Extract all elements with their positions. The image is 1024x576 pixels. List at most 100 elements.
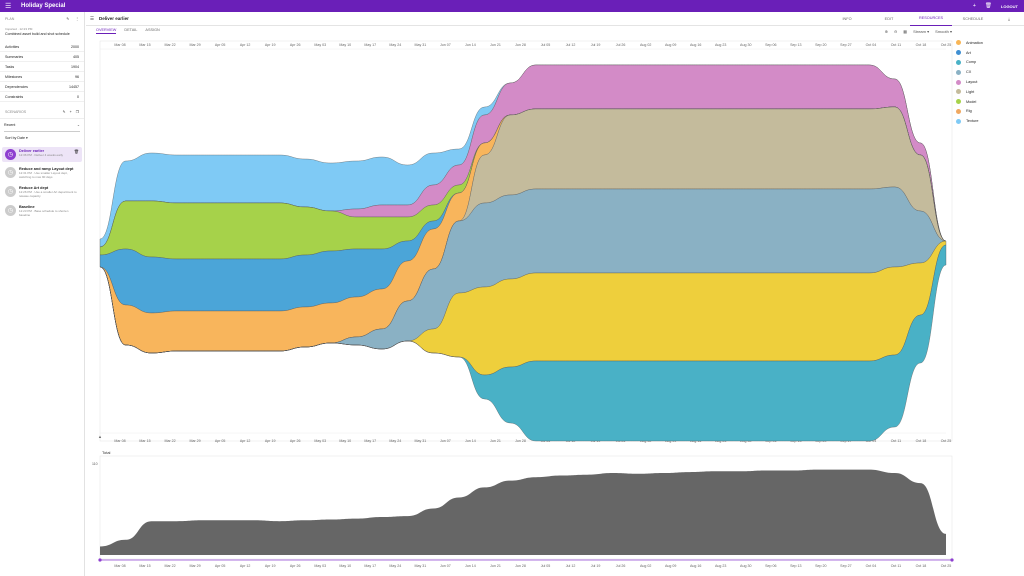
stat-label: Constraints — [5, 94, 24, 99]
stat-value: 405 — [73, 54, 79, 59]
calendar-icon[interactable]: ▦ — [903, 29, 908, 34]
subtabs: OVERVIEW DETAIL ASSIGN — [96, 28, 160, 34]
stat-value: 0 — [77, 94, 79, 99]
legend-swatch — [956, 69, 961, 75]
legend-item: Rig — [953, 107, 1021, 117]
legend-label: Comp — [966, 60, 977, 65]
legend-swatch — [956, 118, 961, 124]
scenarios-section-label: SCENARIOS — [5, 109, 27, 114]
legend-item: Texture — [953, 116, 1021, 126]
scenario-time: 12:26 PM — [19, 190, 32, 194]
stat-label: Activities — [5, 44, 20, 49]
stat-value: 1904 — [71, 64, 79, 69]
legend-label: CX — [966, 70, 972, 75]
chevron-down-icon[interactable]: ⌄ — [76, 123, 80, 127]
stat-label: Summaries — [5, 54, 24, 59]
scenario-item[interactable]: ◷ Reduce Art dept 12:26 PM · Use a small… — [2, 184, 82, 200]
legend-swatch — [956, 89, 961, 95]
legend-label: Art — [966, 50, 971, 55]
scenario-desc: Base schedule to shorten baseline — [19, 209, 69, 217]
scenario-filter[interactable]: Recent — [4, 123, 16, 127]
legend-swatch — [956, 40, 961, 46]
sort-select[interactable]: Sort by Date ▾ — [5, 136, 28, 140]
subtab-detail[interactable]: DETAIL — [124, 28, 138, 32]
scenario-item[interactable]: ◷ Reduce and ramp Layout dept 12:31 PM ·… — [2, 165, 82, 181]
scenario-name: Baseline — [19, 205, 35, 209]
legend-item: Animation — [953, 38, 1021, 48]
app-title: Holiday Special — [21, 3, 66, 9]
stat-value: 96 — [75, 74, 79, 79]
plan-name: Combined asset build and shot schedule — [5, 32, 70, 36]
legend: Animation Art Comp CX Layout Light Model… — [953, 38, 1021, 126]
plan-imported: Imported · 12:23 PM — [5, 26, 33, 31]
main-panel: ☰ Deliver earlier INFO EDIT RESOURCES SC… — [86, 12, 1024, 576]
scenario-item[interactable]: ◷ Baseline 12:23 PM · Base schedule to s… — [2, 203, 82, 219]
tab-edit[interactable]: EDIT — [884, 16, 894, 21]
scenario-name: Deliver earlier — [19, 149, 45, 153]
subtab-overview[interactable]: OVERVIEW — [96, 28, 117, 34]
scenario-item[interactable]: ◷ Deliver earlier 12:36 PM · Deliver 4 w… — [2, 147, 82, 162]
tab-schedule[interactable]: SCHEDULE — [962, 16, 984, 21]
stat-value: 2000 — [71, 44, 79, 49]
scenario-time: 12:23 PM — [19, 209, 32, 213]
legend-item: CX — [953, 67, 1021, 77]
clock-icon: ◷ — [5, 149, 16, 160]
clock-icon: ◷ — [5, 186, 16, 197]
clock-icon: ◷ — [5, 205, 16, 216]
app-bar: ☰ Holiday Special + 🗑 LOGOUT — [0, 0, 1024, 12]
view-mode-select[interactable]: Stream ▾ — [913, 29, 930, 34]
legend-label: Texture — [966, 119, 979, 124]
sidebar: PLAN ✎ ⋮ Imported · 12:23 PM Combined ass… — [0, 12, 85, 576]
subtab-assign[interactable]: ASSIGN — [145, 28, 160, 32]
tab-resources[interactable]: RESOURCES — [910, 12, 952, 26]
plan-stats: Activities 2000 Summaries 405 Tasks 1904 Mi… — [0, 42, 84, 102]
legend-label: Model — [966, 99, 977, 104]
copy-icon[interactable]: ❐ — [75, 109, 79, 114]
logout-button[interactable]: LOGOUT — [1000, 3, 1018, 9]
tab-info[interactable]: INFO — [842, 16, 852, 21]
scenario-name: Reduce Art dept — [19, 186, 49, 190]
scenario-name: Reduce and ramp Layout dept — [19, 167, 74, 171]
legend-item: Light — [953, 87, 1021, 97]
trash-icon[interactable]: 🗑 — [73, 149, 79, 154]
legend-item: Comp — [953, 58, 1021, 68]
stat-value: 14457 — [69, 84, 79, 89]
scenario-time: 12:36 PM — [19, 153, 32, 157]
smooth-select[interactable]: Smooth ▾ — [935, 29, 952, 34]
chart-toolbar: ⊕ ⊖ ▦ Stream ▾ Smooth ▾ — [885, 29, 952, 34]
scenario-list: ◷ Deliver earlier 12:36 PM · Deliver 4 w… — [0, 147, 84, 219]
zoom-in-icon[interactable]: ⊕ — [884, 29, 888, 34]
scenario-time: 12:31 PM — [19, 171, 32, 175]
legend-swatch — [956, 79, 961, 85]
legend-swatch — [956, 59, 961, 65]
legend-item: Art — [953, 48, 1021, 58]
legend-swatch — [956, 50, 961, 56]
legend-item: Layout — [953, 77, 1021, 87]
clock-icon: ◷ — [5, 167, 16, 178]
menu-icon[interactable]: ☰ — [90, 15, 95, 21]
download-icon[interactable]: ⤓ — [1008, 16, 1010, 21]
more-icon[interactable]: ⋮ — [75, 17, 79, 21]
main-header: ☰ Deliver earlier INFO EDIT RESOURCES SC… — [86, 12, 1024, 26]
legend-label: Rig — [966, 109, 972, 114]
legend-label: Layout — [966, 80, 978, 85]
scenario-desc: Use a smaller Art department to release … — [19, 190, 77, 198]
edit-icon[interactable]: ✎ — [66, 17, 70, 21]
menu-icon[interactable]: ☰ — [5, 2, 12, 10]
legend-item: Model — [953, 97, 1021, 107]
trash-icon[interactable]: 🗑 — [984, 3, 992, 9]
legend-label: Light — [966, 89, 975, 94]
legend-swatch — [956, 108, 961, 114]
zoom-out-icon[interactable]: ⊖ — [893, 29, 898, 34]
legend-label: Animation — [966, 40, 983, 45]
add-icon[interactable]: + — [972, 3, 976, 9]
stat-label: Tasks — [5, 64, 15, 69]
legend-swatch — [956, 99, 961, 105]
plan-section-label: PLAN — [5, 17, 15, 21]
scenario-desc: Use smaller Layout dept, switching to ma… — [19, 171, 68, 179]
page-title: Deliver earlier — [99, 16, 129, 21]
stat-label: Dependencies — [5, 84, 28, 89]
edit-icon[interactable]: ✎ — [62, 109, 66, 114]
add-icon[interactable]: + — [69, 109, 72, 114]
stat-label: Milestones — [5, 74, 23, 79]
